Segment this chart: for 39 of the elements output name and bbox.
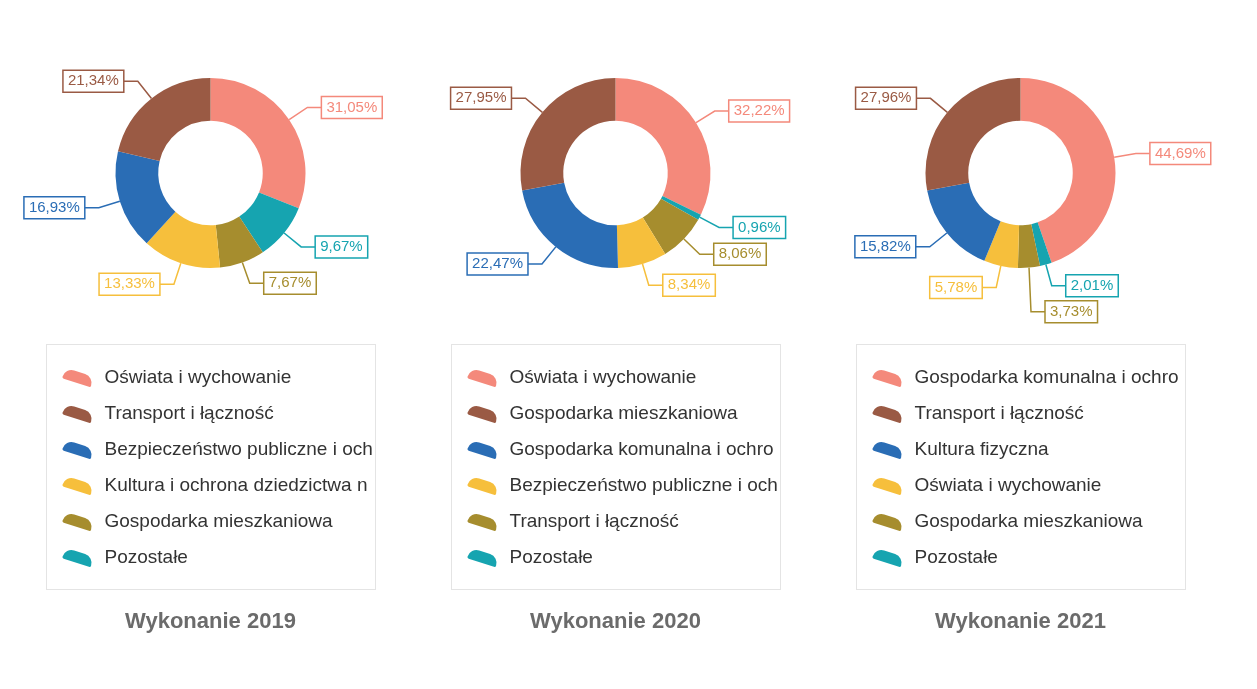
text: Wykonanie 2021 (935, 608, 1106, 634)
legend-label: Transport i łączność (509, 510, 679, 532)
legend-label: Bezpieczeństwo publiczne i och (509, 474, 778, 496)
data-label: 9,67% (320, 237, 363, 255)
legend-label: Kultura fizyczna (914, 438, 1049, 460)
data-label: 0,96% (738, 217, 781, 235)
data-label: 2,01% (1070, 275, 1114, 293)
legend-label: Gospodarka komunalna i ochro (914, 366, 1179, 388)
text: Wykonanie 2020 (530, 608, 701, 634)
legend-label: Gospodarka mieszkaniowa (914, 510, 1143, 532)
data-label: 3,73% (1049, 301, 1093, 319)
text: Wykonanie 2019 (125, 608, 296, 634)
legend-label: Gospodarka mieszkaniowa (104, 510, 333, 532)
data-label: 27,96% (860, 88, 912, 106)
legend-label: Oświata i wychowanie (914, 474, 1102, 496)
data-label: 31,05% (326, 97, 378, 115)
data-label: 5,78% (934, 277, 978, 295)
legend-label: Pozostałe (509, 546, 593, 568)
data-label: 44,69% (1154, 143, 1206, 161)
legend-label: Transport i łączność (104, 402, 274, 424)
legend-label: Bezpieczeństwo publiczne i och (104, 438, 373, 460)
data-label: 32,22% (733, 101, 785, 119)
legend-label: Pozostałe (914, 546, 998, 568)
data-label: 8,06% (718, 244, 762, 262)
legend-label: Transport i łączność (914, 402, 1084, 424)
data-label: 7,67% (268, 273, 312, 291)
data-label: 13,33% (104, 274, 155, 292)
data-label: 8,34% (667, 275, 711, 293)
legend-label: Oświata i wychowanie (104, 366, 292, 388)
legend-label: Gospodarka mieszkaniowa (509, 402, 738, 424)
legend-label: Pozostałe (104, 546, 188, 568)
legend-label: Kultura i ochrona dziedzictwa n (104, 474, 368, 496)
data-label: 21,34% (67, 71, 119, 89)
data-label: 16,93% (28, 197, 80, 215)
data-label: 15,82% (859, 237, 911, 254)
data-label: 22,47% (472, 254, 523, 272)
legend-label: Gospodarka komunalna i ochro (509, 438, 774, 460)
legend-label: Oświata i wychowanie (509, 366, 697, 388)
data-label: 27,95% (455, 88, 507, 106)
